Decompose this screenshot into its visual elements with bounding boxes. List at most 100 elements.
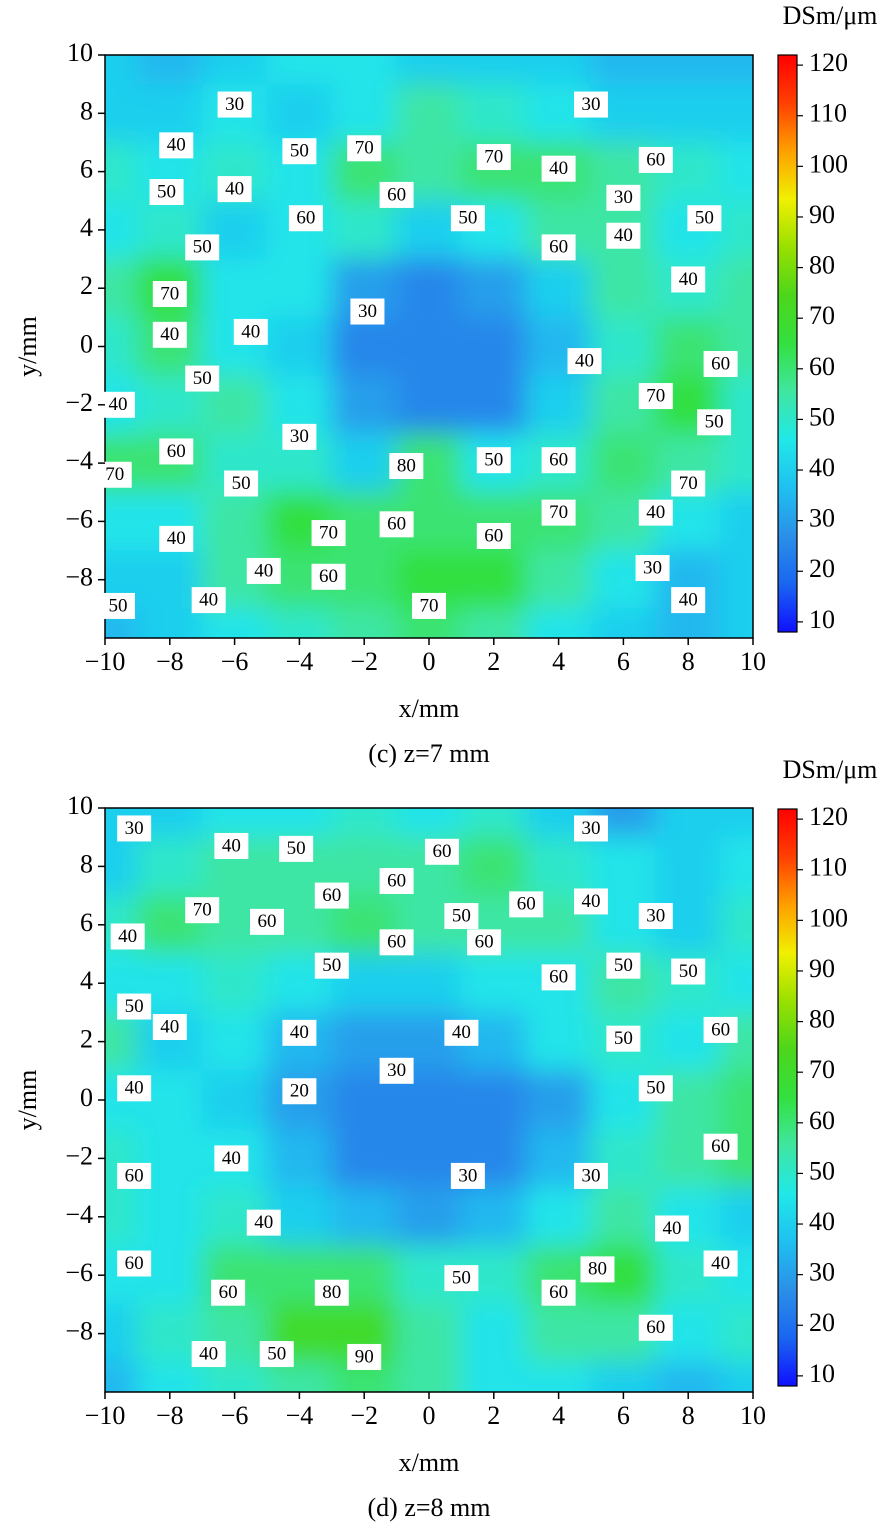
x-tick-label: −8 — [156, 647, 184, 676]
contour-label-box — [246, 1209, 281, 1236]
contour-label-box — [117, 1250, 152, 1277]
contour-label: 40 — [679, 589, 698, 610]
heat-cell — [590, 1362, 657, 1392]
heat-cell — [460, 1070, 527, 1130]
contour-label: 50 — [458, 208, 477, 229]
contour-label-box — [580, 1256, 615, 1283]
heatmap — [105, 55, 753, 638]
contour-label: 50 — [679, 961, 698, 982]
contour-label: 60 — [387, 514, 406, 535]
contour-label: 60 — [125, 1253, 144, 1274]
heat-cell — [460, 83, 527, 143]
contour-label: 40 — [222, 835, 241, 856]
contour-label-box — [149, 179, 184, 206]
x-tick-label: 8 — [682, 1401, 695, 1430]
contour-label-box — [159, 132, 194, 159]
contour-label-box — [314, 1279, 349, 1306]
heat-cell — [460, 808, 527, 838]
heat-cell — [396, 316, 462, 377]
heat-cell — [525, 1187, 592, 1247]
contour-label-box — [606, 952, 641, 979]
contour-label: 60 — [387, 932, 406, 953]
contour-label: 60 — [484, 525, 503, 546]
y-tick-label: 8 — [80, 849, 93, 878]
heat-cell — [201, 55, 268, 85]
x-tick-label: 10 — [740, 647, 766, 676]
contour-label: 40 — [160, 324, 179, 345]
x-tick-label: 6 — [617, 1401, 630, 1430]
contour-label-box — [214, 832, 249, 859]
contour-label-box — [379, 511, 414, 538]
contour-label-box — [224, 470, 259, 497]
y-tick-label: 10 — [67, 791, 93, 820]
plot-clip — [105, 55, 753, 638]
x-tick-label: 4 — [552, 1401, 565, 1430]
contour-label-box — [541, 155, 576, 182]
contour-label-box — [152, 321, 187, 348]
contour-label: 30 — [582, 1165, 601, 1186]
y-tick-label: 10 — [67, 38, 93, 67]
y-tick-label: 6 — [80, 908, 93, 937]
x-tick-label: 0 — [423, 1401, 436, 1430]
contour-label: 60 — [711, 353, 730, 374]
heat-cell — [655, 1362, 722, 1392]
contour-label: 40 — [452, 1022, 471, 1043]
contour-label-box — [100, 592, 135, 619]
contour-label: 50 — [108, 595, 127, 616]
contour-label-box — [541, 1279, 576, 1306]
contour-label: 50 — [452, 1267, 471, 1288]
heat-cell — [396, 808, 462, 838]
contour-label-box — [152, 1014, 187, 1040]
heat-cell — [266, 1128, 333, 1189]
contour-label: 50 — [232, 473, 251, 494]
colorbar-tick-label: 50 — [809, 402, 835, 431]
contour-label: 40 — [290, 1022, 309, 1043]
contour-label: 40 — [575, 350, 594, 371]
heat-cell — [720, 953, 753, 1013]
contour-label: 40 — [222, 1148, 241, 1169]
heat-cell — [136, 55, 203, 85]
contour-label-box — [671, 266, 706, 293]
colorbar-label: DSm/μm — [783, 755, 878, 784]
x-tick-label: 2 — [487, 1401, 500, 1430]
contour-label: 50 — [193, 237, 212, 258]
contour-label-box — [152, 281, 187, 308]
contour-label: 20 — [290, 1081, 309, 1102]
contour-label: 50 — [157, 181, 176, 202]
heat-cell — [590, 1187, 657, 1247]
contour-label: 70 — [193, 900, 212, 921]
heat-cell — [105, 83, 138, 143]
colorbar-tick-label: 70 — [809, 301, 835, 330]
contour-label-box — [541, 499, 576, 526]
contour-label-box — [638, 1075, 673, 1102]
contour-label: 50 — [125, 996, 144, 1017]
heat-cell — [266, 316, 333, 377]
contour-label: 60 — [296, 208, 315, 229]
plot-clip — [105, 808, 753, 1392]
heat-cell — [590, 433, 657, 493]
contour-label-box — [214, 1145, 249, 1172]
heat-cell — [460, 1187, 527, 1247]
heat-cell — [331, 316, 398, 377]
heat-cell — [396, 375, 462, 435]
contour-label: 40 — [582, 891, 601, 912]
heat-cell — [720, 808, 753, 838]
y-tick-label: 4 — [80, 966, 93, 995]
contour-label: 40 — [167, 528, 186, 549]
contour-label-box — [282, 1078, 317, 1105]
heat-cell — [590, 836, 657, 897]
x-tick-label: −6 — [221, 1401, 249, 1430]
contour-label-box — [476, 522, 511, 549]
contour-label: 40 — [199, 589, 218, 610]
contour-label-box — [638, 146, 673, 173]
contour-label-box — [233, 318, 268, 345]
heat-cell — [136, 1362, 203, 1392]
contour-label: 60 — [258, 911, 277, 932]
heat-cell — [720, 200, 753, 260]
contour-label-box — [185, 234, 220, 261]
heat-cell — [720, 1187, 753, 1247]
contour-label: 40 — [108, 394, 127, 415]
colorbar-tick-label: 110 — [809, 853, 847, 882]
contour-label: 40 — [167, 135, 186, 156]
